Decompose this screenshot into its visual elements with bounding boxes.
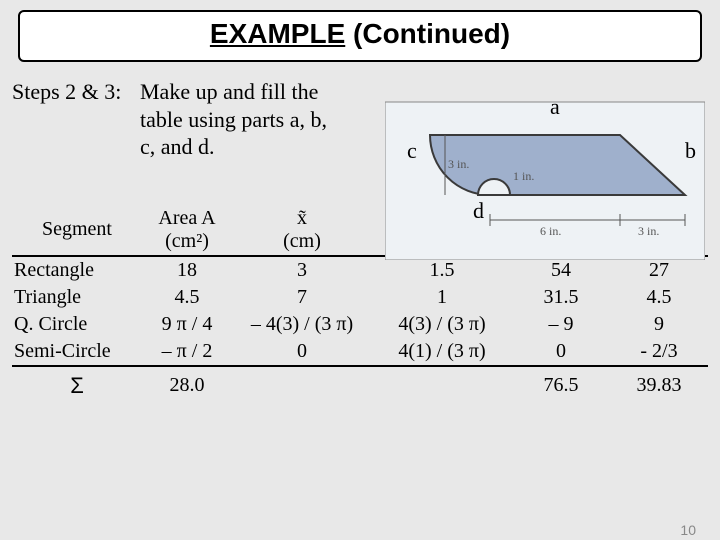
sum-ay: 39.83 [610,366,708,400]
cell-y: 1 [372,284,512,311]
sigma-label: Σ [12,366,142,400]
cell-area: 9 π / 4 [142,311,232,338]
cell-ax: 0 [512,338,610,366]
hdr-area: Area A(cm²) [142,205,232,256]
cell-seg: Semi-Circle [12,338,142,366]
cell-ay: 4.5 [610,284,708,311]
cell-y: 4(1) / (3 π) [372,338,512,366]
cell-x: 7 [232,284,372,311]
cell-y: 4(3) / (3 π) [372,311,512,338]
dim-1in: 1 in. [513,169,534,183]
cell-x: 3 [232,256,372,284]
diagram-label-b: b [685,138,696,164]
cell-seg: Triangle [12,284,142,311]
diagram-label-d: d [473,198,484,224]
cell-ax: 31.5 [512,284,610,311]
hdr-segment: Segment [12,205,142,256]
title-rest: (Continued) [345,18,510,49]
slide-number: 10 [680,522,696,538]
dim-3in-height: 3 in. [448,157,469,171]
hdr-x: x̃(cm) [232,205,372,256]
sum-area: 28.0 [142,366,232,400]
cell-area: 4.5 [142,284,232,311]
steps-line3: c, and d. [140,133,370,161]
cell-seg: Rectangle [12,256,142,284]
dim-3in-right: 3 in. [638,224,659,238]
slide-title: EXAMPLE (Continued) [20,18,700,50]
title-frame: EXAMPLE (Continued) [18,10,702,62]
title-underlined: EXAMPLE [210,18,345,49]
cell-seg: Q. Circle [12,311,142,338]
sum-ax: 76.5 [512,366,610,400]
composite-shape-diagram: 3 in. 1 in. 6 in. 3 in. a b c d [385,100,705,260]
cell-area: – π / 2 [142,338,232,366]
cell-ay: 9 [610,311,708,338]
diagram-label-a: a [550,94,560,120]
dim-6in: 6 in. [540,224,561,238]
table-row: Triangle 4.5 7 1 31.5 4.5 [12,284,708,311]
steps-line1: Make up and fill the [140,78,370,106]
cell-ay: - 2/3 [610,338,708,366]
table-row: Semi-Circle – π / 2 0 4(1) / (3 π) 0 - 2… [12,338,708,366]
cell-area: 18 [142,256,232,284]
cell-ax: – 9 [512,311,610,338]
steps-line2: table using parts a, b, [140,106,370,134]
table-row: Q. Circle 9 π / 4 – 4(3) / (3 π) 4(3) / … [12,311,708,338]
steps-label: Steps 2 & 3: [12,78,140,106]
table-sum-row: Σ 28.0 76.5 39.83 [12,366,708,400]
steps-text: Steps 2 & 3:Make up and fill the table u… [12,78,382,161]
cell-x: 0 [232,338,372,366]
cell-x: – 4(3) / (3 π) [232,311,372,338]
diagram-label-c: c [407,138,417,164]
